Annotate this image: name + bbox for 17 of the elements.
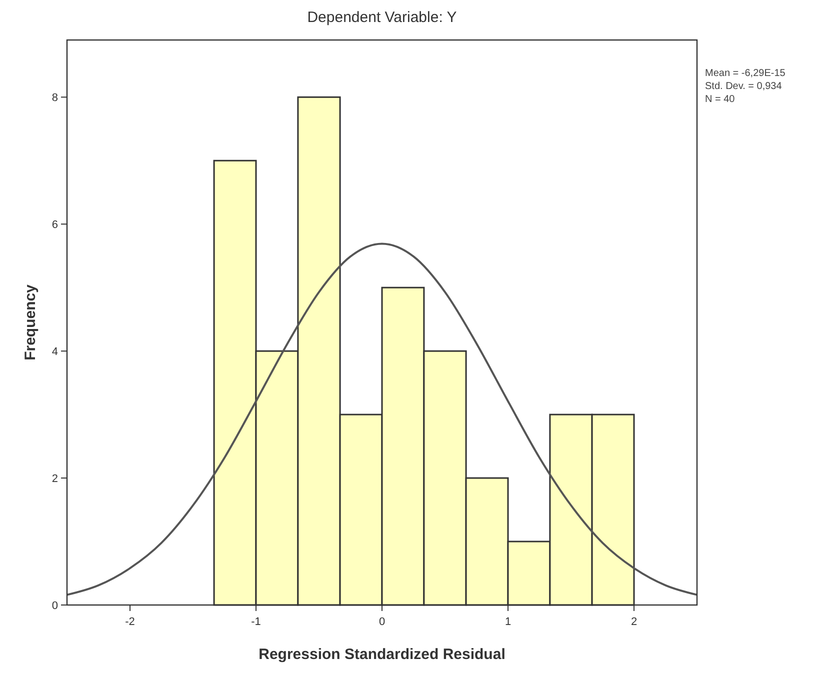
- y-tick-label: 2: [52, 473, 58, 486]
- x-tick-label: 2: [630, 616, 638, 628]
- y-tick-label: 8: [52, 92, 58, 104]
- y-tick-label: 6: [52, 219, 58, 232]
- y-tick-label: 4: [52, 346, 58, 358]
- text: Std. Dev. = 0,934: [705, 81, 782, 92]
- x-tick-label: -1: [251, 616, 261, 628]
- text: Mean = -6,29E-15: [705, 68, 786, 79]
- x-tick-label: 0: [378, 616, 386, 628]
- x-axis-title: Regression Standardized Residual: [258, 646, 506, 663]
- x-tick-label: -2: [125, 616, 135, 628]
- x-tick-label: 1: [504, 616, 512, 628]
- chart-title: Dependent Variable: Y: [307, 9, 457, 26]
- y-tick-label: 0: [52, 600, 58, 612]
- text: N = 40: [705, 94, 736, 105]
- y-axis-title: Frequency: [22, 284, 39, 360]
- line-series: [66, 242, 698, 596]
